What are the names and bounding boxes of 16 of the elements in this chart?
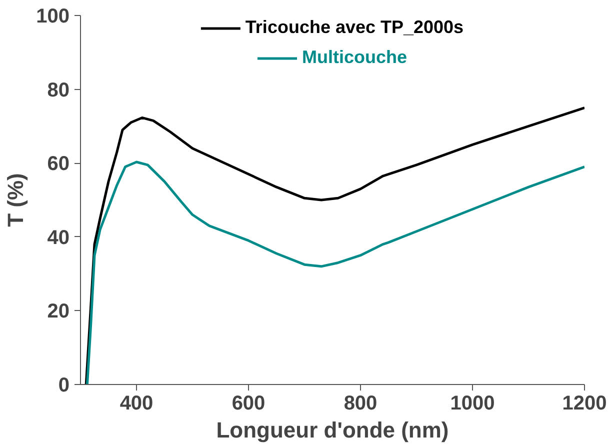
line-series	[86, 160, 584, 384]
legend-label: Tricouche avec TP_2000s	[245, 17, 464, 38]
y-axis-title: T (%)	[3, 173, 28, 227]
x-tick-label: 600	[232, 392, 266, 414]
x-tick-label: 800	[344, 392, 378, 414]
legend-label: Multicouche	[302, 47, 408, 68]
y-tick-label: 100	[36, 6, 70, 28]
y-tick-label: 60	[47, 153, 70, 176]
x-axis-title: Longueur d'onde (nm)	[216, 418, 449, 442]
y-tick-label: 80	[47, 79, 70, 102]
x-tick-label: 400	[120, 392, 154, 414]
x-tick-label: 1200	[562, 392, 607, 414]
y-tick-label: 0	[58, 374, 70, 396]
y-tick-label: 20	[47, 300, 70, 323]
x-tick-label: 1000	[450, 392, 495, 414]
y-tick-label: 40	[47, 226, 70, 249]
